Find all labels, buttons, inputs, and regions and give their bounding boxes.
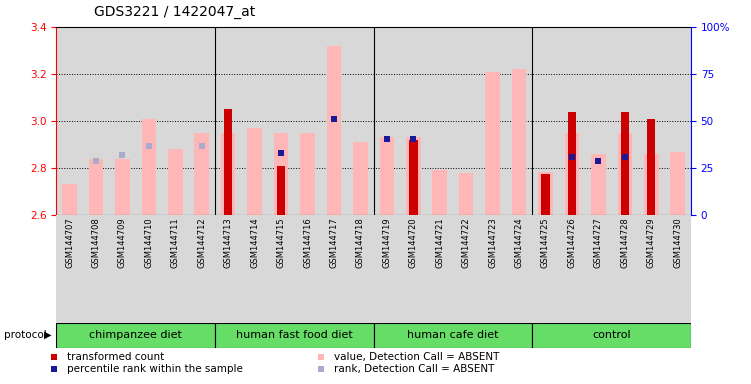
Bar — [644, 154, 659, 215]
Text: chimpanzee diet: chimpanzee diet — [89, 330, 182, 340]
Text: GDS3221 / 1422047_at: GDS3221 / 1422047_at — [94, 5, 255, 19]
Bar — [300, 133, 315, 215]
Bar — [485, 71, 500, 215]
Text: GSM144711: GSM144711 — [170, 217, 179, 268]
Bar — [541, 174, 550, 215]
Bar — [215, 323, 374, 348]
Bar — [56, 323, 215, 348]
Bar — [671, 152, 685, 215]
Bar — [620, 112, 629, 215]
Text: GSM144716: GSM144716 — [303, 217, 312, 268]
Bar — [274, 133, 288, 215]
Text: GSM144728: GSM144728 — [620, 217, 629, 268]
Bar — [379, 137, 394, 215]
Text: GSM144718: GSM144718 — [356, 217, 365, 268]
Text: GSM144717: GSM144717 — [330, 217, 339, 268]
Text: value, Detection Call = ABSENT: value, Detection Call = ABSENT — [333, 352, 499, 362]
Bar — [224, 109, 232, 215]
Bar — [565, 133, 579, 215]
Text: percentile rank within the sample: percentile rank within the sample — [68, 364, 243, 374]
Text: GSM144723: GSM144723 — [488, 217, 497, 268]
Text: protocol: protocol — [4, 330, 47, 340]
Bar — [327, 46, 341, 215]
Text: transformed count: transformed count — [68, 352, 164, 362]
Text: GSM144708: GSM144708 — [92, 217, 101, 268]
Text: GSM144719: GSM144719 — [382, 217, 391, 268]
Text: ▶: ▶ — [44, 330, 51, 340]
Text: human fast food diet: human fast food diet — [236, 330, 353, 340]
Bar — [459, 173, 473, 215]
Text: GSM144715: GSM144715 — [276, 217, 285, 268]
Bar — [532, 323, 691, 348]
Bar — [511, 69, 526, 215]
Bar — [568, 112, 576, 215]
Bar — [247, 128, 262, 215]
Bar — [538, 172, 553, 215]
Bar — [115, 159, 130, 215]
Bar — [221, 133, 236, 215]
Bar — [142, 119, 156, 215]
Bar — [168, 149, 182, 215]
Bar — [647, 119, 656, 215]
Text: GSM144712: GSM144712 — [198, 217, 207, 268]
Bar — [406, 137, 421, 215]
Text: GSM144730: GSM144730 — [673, 217, 682, 268]
Bar — [617, 133, 632, 215]
Text: GSM144726: GSM144726 — [568, 217, 577, 268]
Text: GSM144707: GSM144707 — [65, 217, 74, 268]
Bar — [409, 140, 418, 215]
Text: GSM144713: GSM144713 — [224, 217, 233, 268]
Text: GSM144710: GSM144710 — [144, 217, 153, 268]
Text: GSM144720: GSM144720 — [409, 217, 418, 268]
Bar — [195, 133, 209, 215]
Bar — [353, 142, 368, 215]
Bar — [277, 166, 285, 215]
Bar — [591, 154, 605, 215]
Text: GSM144727: GSM144727 — [594, 217, 603, 268]
Text: control: control — [593, 330, 631, 340]
Text: rank, Detection Call = ABSENT: rank, Detection Call = ABSENT — [333, 364, 494, 374]
Text: GSM144709: GSM144709 — [118, 217, 127, 268]
Text: human cafe diet: human cafe diet — [407, 330, 499, 340]
Bar — [433, 170, 447, 215]
Text: GSM144725: GSM144725 — [541, 217, 550, 268]
Text: GSM144721: GSM144721 — [436, 217, 445, 268]
Text: GSM144714: GSM144714 — [250, 217, 259, 268]
Text: GSM144724: GSM144724 — [514, 217, 523, 268]
Text: GSM144722: GSM144722 — [462, 217, 471, 268]
Bar — [374, 323, 532, 348]
Bar — [62, 184, 77, 215]
Text: GSM144729: GSM144729 — [647, 217, 656, 268]
Bar — [89, 159, 103, 215]
